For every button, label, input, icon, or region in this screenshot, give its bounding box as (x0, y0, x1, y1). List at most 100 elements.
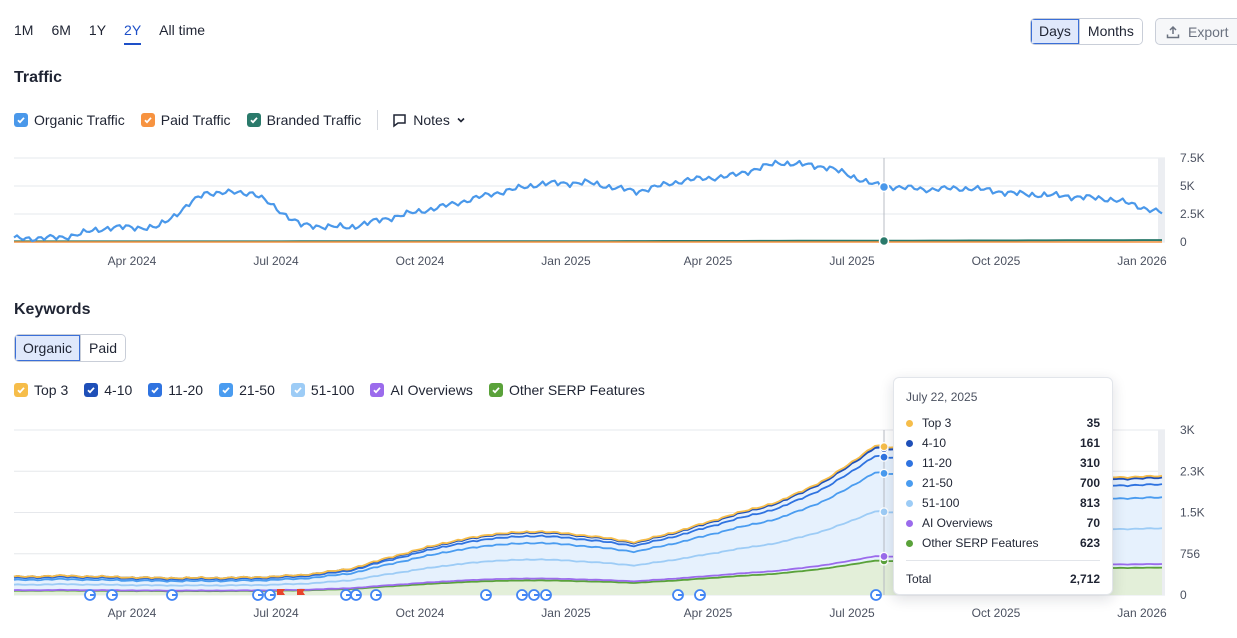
x-tick-label: Apr 2024 (108, 606, 157, 620)
y-tick-label: 0 (1180, 588, 1187, 602)
keywords-area-fill (14, 447, 1162, 595)
months-button[interactable]: Months (1078, 19, 1142, 44)
upload-icon (1166, 25, 1180, 38)
legend-organic-traffic[interactable]: Organic Traffic (14, 112, 125, 128)
keywords-title: Keywords (14, 301, 91, 318)
notes-label: Notes (413, 112, 450, 128)
tooltip-row-other-serp: Other SERP Features 623 (906, 533, 1100, 553)
tooltip-label: 11-20 (922, 456, 952, 470)
x-tick-label: Apr 2025 (684, 254, 733, 268)
x-tick-label: Apr 2024 (108, 254, 157, 268)
dot-icon (906, 419, 913, 427)
google-update-icon-bar (376, 594, 380, 596)
tab-paid[interactable]: Paid (80, 335, 126, 361)
hover-point-ai-overviews (879, 551, 889, 562)
date-range-tabs: 1M 6M 1Y 2Y All time (14, 22, 205, 45)
checkbox-icon (246, 113, 261, 127)
hover-point-11-20 (879, 452, 889, 462)
legend-ai-overviews[interactable]: AI Overviews (370, 382, 473, 398)
keywords-legend: Top 3 4-10 11-20 21-50 51-100 AI Overvie… (14, 382, 661, 398)
y-tick-label: 0 (1180, 235, 1187, 249)
serp-area-fill (14, 560, 1162, 595)
google-update-icon-bar (486, 594, 490, 596)
range-tab-6m[interactable]: 6M (51, 22, 71, 38)
hover-point-branded (878, 235, 890, 247)
x-tick-label: Jan 2025 (541, 254, 591, 268)
range-tab-1y[interactable]: 1Y (88, 22, 107, 38)
y-tick-label: 5K (1180, 179, 1195, 193)
legend-label: Paid Traffic (160, 112, 231, 128)
google-update-icon-bar (172, 594, 176, 596)
notes-dropdown[interactable]: Notes (392, 112, 466, 128)
legend-label: Branded Traffic (266, 112, 362, 128)
tooltip-value: 35 (1086, 416, 1100, 430)
google-update-icon-bar (534, 594, 538, 596)
flag-icon[interactable] (297, 589, 305, 601)
google-update-icon-bar (270, 594, 274, 596)
tooltip-label: 51-100 (922, 496, 960, 510)
checkbox-icon (14, 383, 28, 397)
dot-icon (906, 499, 913, 507)
x-tick-label: Oct 2025 (972, 254, 1021, 268)
google-update-icon-bar (112, 594, 116, 596)
google-update-icon-bar (876, 594, 880, 596)
checkbox-icon (140, 113, 155, 127)
checkbox-icon (219, 383, 234, 397)
google-update-icon-bar (258, 594, 262, 596)
legend-11-20[interactable]: 11-20 (148, 382, 203, 398)
days-button[interactable]: Days (1031, 19, 1079, 44)
legend-label: Other SERP Features (508, 382, 645, 398)
branded-traffic-line (14, 239, 1162, 243)
hover-point-51-100 (879, 507, 889, 517)
tooltip-label: 21-50 (922, 476, 953, 490)
legend-top-3[interactable]: Top 3 (14, 382, 68, 398)
legend-paid-traffic[interactable]: Paid Traffic (140, 112, 231, 128)
export-button[interactable]: Export (1155, 18, 1237, 45)
legend-21-50[interactable]: 21-50 (219, 382, 275, 398)
tooltip-value: 700 (1079, 476, 1100, 490)
tooltip-row-4-10: 4-10 161 (906, 433, 1100, 453)
y-tick-label: 2.5K (1180, 207, 1205, 221)
tooltip-value: 161 (1079, 436, 1100, 450)
range-tab-2y[interactable]: 2Y (124, 22, 142, 45)
flag-icon[interactable] (277, 589, 285, 601)
tooltip-value: 70 (1086, 516, 1100, 530)
scrollbar-handle[interactable] (1158, 158, 1165, 242)
traffic-title: Traffic (14, 69, 63, 86)
tooltip-row-51-100: 51-100 813 (906, 493, 1100, 513)
legend-51-100[interactable]: 51-100 (290, 382, 355, 398)
x-tick-label: Apr 2025 (684, 606, 733, 620)
x-tick-label: Jul 2024 (253, 254, 299, 268)
tooltip-value: 813 (1079, 496, 1100, 510)
x-tick-label: Oct 2024 (396, 254, 445, 268)
tooltip-label: Top 3 (922, 416, 952, 430)
checkbox-icon (14, 113, 28, 127)
google-update-icon-bar (678, 594, 682, 596)
legend-branded-traffic[interactable]: Branded Traffic (246, 112, 362, 128)
divider (906, 560, 1100, 561)
tooltip-value: 623 (1079, 536, 1100, 550)
tooltip-label: AI Overviews (922, 516, 993, 530)
tooltip-value: 310 (1079, 456, 1100, 470)
range-tab-1m[interactable]: 1M (14, 22, 34, 38)
x-tick-label: Oct 2024 (396, 606, 445, 620)
legend-label: 21-50 (239, 382, 275, 398)
y-tick-label: 7.5K (1180, 151, 1205, 165)
legend-other-serp-features[interactable]: Other SERP Features (488, 382, 645, 398)
tooltip-total-row: Total 2,712 (906, 569, 1100, 589)
legend-label: 11-20 (168, 382, 204, 398)
legend-label: 51-100 (310, 382, 355, 398)
checkbox-icon (84, 383, 99, 397)
tooltip-row-21-50: 21-50 700 (906, 473, 1100, 493)
range-tab-all-time[interactable]: All time (159, 22, 206, 38)
y-tick-label: 2.3K (1180, 464, 1205, 478)
tab-organic[interactable]: Organic (15, 335, 81, 361)
traffic-legend: Organic Traffic Paid Traffic Branded Tra… (14, 110, 466, 130)
x-tick-label: Jul 2024 (253, 606, 299, 620)
chevron-down-icon (457, 117, 465, 123)
legend-4-10[interactable]: 4-10 (84, 382, 132, 398)
y-tick-label: 1.5K (1180, 506, 1205, 520)
legend-label: Top 3 (34, 382, 69, 398)
dot-icon (906, 459, 913, 467)
dot-icon (906, 479, 913, 487)
